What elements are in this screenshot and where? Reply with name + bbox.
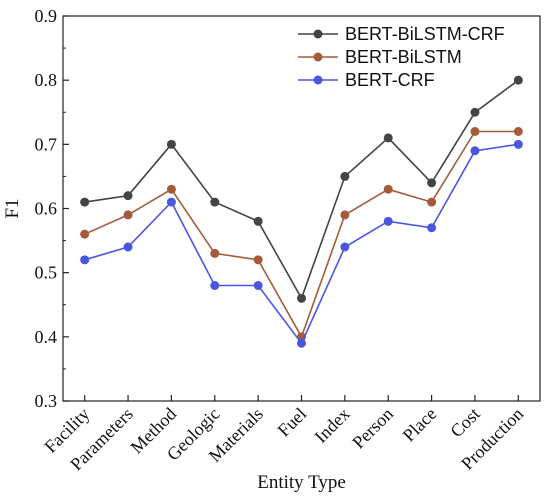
data-point (80, 197, 90, 207)
y-tick-label: 0.6 (35, 199, 58, 219)
y-axis: 0.3 0.4 0.5 0.6 0.7 0.8 0.9 (35, 6, 69, 411)
data-point (210, 248, 220, 258)
series-line (84, 130, 519, 339)
legend-item: BERT-CRF (298, 70, 435, 90)
series-0 (80, 75, 523, 303)
data-point (470, 146, 480, 156)
y-tick-label: 0.5 (35, 263, 58, 283)
data-point (297, 293, 306, 303)
legend-label: BERT-CRF (345, 70, 435, 90)
data-point (340, 171, 350, 181)
y-tick-label: 0.3 (35, 391, 58, 411)
data-point (427, 197, 437, 207)
data-point (123, 210, 133, 220)
legend-item: BERT-BiLSTM-CRF (298, 24, 505, 44)
data-point (166, 139, 176, 149)
data-point (513, 127, 523, 136)
y-tick-label: 0.8 (35, 70, 58, 90)
x-axis: FacilityParametersMethodGeologicMaterial… (40, 395, 527, 474)
y-tick-label: 0.4 (35, 327, 58, 347)
legend-marker (313, 29, 323, 39)
y-tick-label: 0.7 (35, 134, 58, 154)
x-tick-label: Person (348, 404, 397, 453)
data-point (253, 216, 263, 226)
x-tick-label: Fuel (274, 404, 311, 441)
y-tick-label: 0.9 (35, 6, 58, 26)
x-axis-title: Entity Type (257, 472, 346, 493)
x-tick-label: Cost (446, 404, 483, 441)
data-point (340, 242, 350, 252)
y-axis-title: F1 (2, 198, 23, 218)
data-point (297, 338, 306, 348)
series-layer (80, 75, 523, 348)
data-point (427, 178, 437, 188)
data-point (470, 127, 480, 136)
data-point (166, 197, 176, 207)
legend-label: BERT-BiLSTM-CRF (345, 24, 505, 44)
data-point (383, 184, 393, 194)
x-tick-label: Index (311, 404, 354, 447)
x-tick-label: Place (399, 404, 441, 446)
series-1 (80, 127, 523, 342)
data-point (427, 223, 437, 233)
data-point (80, 229, 90, 239)
data-point (383, 133, 393, 143)
legend: BERT-BiLSTM-CRF BERT-BiLSTM BERT-CRF (298, 24, 505, 90)
data-point (470, 107, 480, 117)
legend-item: BERT-BiLSTM (298, 47, 462, 67)
data-point (123, 191, 133, 201)
data-point (513, 139, 523, 149)
data-point (210, 281, 220, 290)
series-line (84, 143, 519, 345)
data-point (166, 184, 176, 194)
data-point (80, 255, 90, 265)
legend-marker (313, 52, 323, 62)
data-point (383, 216, 393, 226)
data-point (123, 242, 133, 252)
data-point (513, 75, 523, 85)
legend-label: BERT-BiLSTM (345, 47, 462, 67)
data-point (340, 210, 350, 220)
data-point (253, 255, 263, 265)
data-point (253, 281, 263, 290)
series-2 (80, 139, 523, 348)
legend-marker (313, 75, 323, 85)
data-point (210, 197, 220, 207)
